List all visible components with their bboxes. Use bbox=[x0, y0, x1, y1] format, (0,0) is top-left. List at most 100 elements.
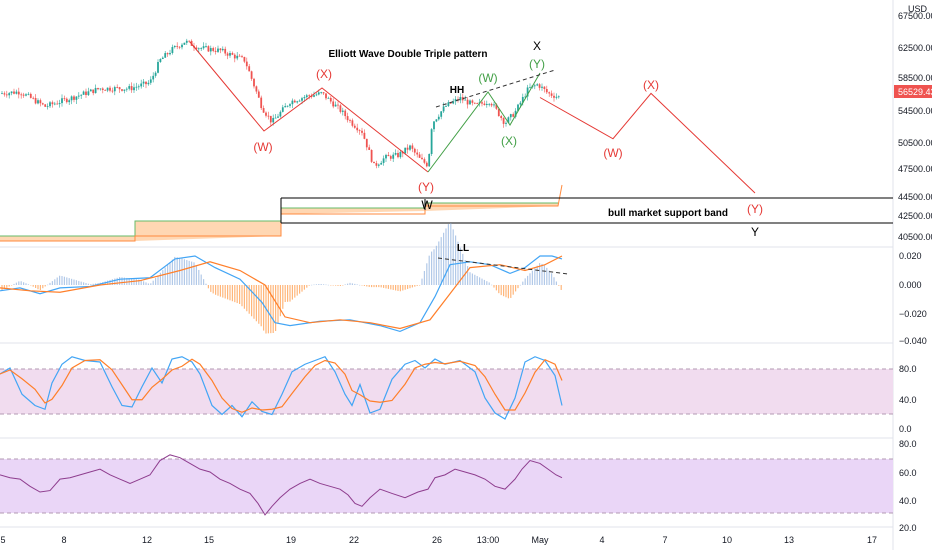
candle-body bbox=[296, 101, 299, 103]
candle-body bbox=[370, 149, 373, 162]
macd-histogram-bar bbox=[188, 260, 190, 285]
candle-body bbox=[92, 89, 95, 94]
macd-histogram-bar bbox=[344, 284, 346, 285]
band-label: bull market support band bbox=[608, 208, 728, 219]
macd-histogram-bar bbox=[229, 285, 231, 301]
candle-body bbox=[267, 115, 270, 117]
macd-histogram-bar bbox=[467, 266, 469, 285]
candle-body bbox=[459, 97, 462, 101]
macd-histogram-bar bbox=[210, 285, 212, 292]
macd-histogram-bar bbox=[150, 283, 152, 285]
macd-histogram-bar bbox=[181, 258, 183, 285]
macd-histogram-bar bbox=[555, 281, 557, 285]
macd-histogram-bar bbox=[423, 270, 425, 285]
macd-histogram-bar bbox=[193, 262, 195, 285]
candle-body bbox=[8, 93, 11, 96]
candle-body bbox=[200, 48, 203, 49]
macd-histogram-bar bbox=[313, 284, 315, 286]
candle-body bbox=[500, 116, 503, 119]
candle-body bbox=[442, 106, 445, 112]
candle-body bbox=[68, 100, 71, 103]
price-tick: 58500.00 bbox=[898, 73, 932, 83]
macd-histogram-bar bbox=[534, 268, 536, 285]
wave-label: (X) bbox=[643, 78, 659, 92]
candle-body bbox=[536, 84, 539, 86]
candle-body bbox=[416, 152, 419, 155]
time-tick: 13 bbox=[784, 535, 794, 545]
candle-body bbox=[545, 89, 548, 93]
candle-body bbox=[133, 87, 135, 91]
macd-histogram-bar bbox=[277, 285, 279, 324]
candle-body bbox=[229, 53, 231, 56]
macd-histogram-bar bbox=[251, 285, 253, 317]
wave-label: (Y) bbox=[529, 57, 545, 71]
candle-body bbox=[3, 93, 6, 95]
macd-histogram-bar bbox=[66, 277, 68, 285]
macd-histogram-bar bbox=[551, 273, 553, 285]
macd-histogram-bar bbox=[71, 278, 73, 285]
macd-histogram-bar bbox=[419, 285, 421, 286]
candle-body bbox=[29, 93, 32, 98]
macd-histogram-bar bbox=[239, 285, 241, 304]
macd-histogram-bar bbox=[258, 285, 260, 324]
candle-body bbox=[406, 147, 409, 150]
candle-body bbox=[490, 103, 493, 106]
candle-body bbox=[418, 154, 421, 158]
candle-body bbox=[425, 162, 428, 167]
macd-histogram-bar bbox=[320, 284, 322, 285]
candle-body bbox=[557, 96, 560, 98]
macd-histogram-bar bbox=[515, 285, 517, 292]
candle-body bbox=[125, 88, 128, 90]
candle-body bbox=[346, 116, 349, 121]
macd-histogram-bar bbox=[375, 285, 377, 288]
macd-histogram-bar bbox=[397, 285, 399, 291]
price-tick: 40500.00 bbox=[898, 232, 932, 242]
time-tick: 5 bbox=[0, 535, 5, 545]
rsi-line bbox=[0, 454, 563, 516]
candle-body bbox=[39, 100, 42, 104]
macd-histogram-bar bbox=[203, 279, 205, 285]
macd-histogram-bar bbox=[198, 269, 200, 285]
macd-histogram-bar bbox=[49, 282, 51, 285]
macd-histogram-bar bbox=[510, 285, 512, 298]
price-axis[interactable]: USD 67500.00 62500.00 58500.00 54500.00 … bbox=[894, 4, 932, 242]
macd-histogram-bar bbox=[126, 277, 128, 285]
stoch-panel bbox=[0, 356, 893, 420]
macd-histogram-bar bbox=[253, 285, 255, 319]
macd-histogram-bar bbox=[284, 285, 286, 302]
candle-body bbox=[73, 96, 75, 100]
candle-body bbox=[387, 154, 390, 157]
macd-histogram-bar bbox=[452, 229, 454, 285]
macd-histogram-bar bbox=[500, 285, 502, 296]
candle-body bbox=[397, 153, 399, 158]
rsi-axis[interactable]: 80.0 60.0 40.0 20.0 bbox=[899, 439, 917, 533]
candle-body bbox=[313, 95, 315, 97]
macd-histogram-bar bbox=[361, 285, 363, 286]
time-tick: 26 bbox=[432, 535, 442, 545]
rsi-tick: 80.0 bbox=[899, 439, 917, 449]
candle-body bbox=[274, 117, 277, 119]
macd-histogram-bar bbox=[167, 264, 169, 285]
candle-body bbox=[147, 82, 150, 85]
candle-body bbox=[262, 108, 265, 113]
candle-body bbox=[524, 96, 527, 98]
macd-histogram-bar bbox=[243, 285, 245, 309]
macd-tick: 0.020 bbox=[899, 251, 922, 261]
candle-body bbox=[361, 130, 363, 133]
candle-body bbox=[118, 87, 121, 90]
candle-body bbox=[265, 112, 267, 116]
candle-body bbox=[291, 100, 294, 105]
macd-axis[interactable]: 0.020 0.000 −0.020 −0.040 bbox=[899, 251, 927, 346]
macd-tick: −0.020 bbox=[899, 309, 927, 319]
candle-body bbox=[140, 83, 143, 87]
candle-body bbox=[298, 100, 301, 102]
macd-histogram-bar bbox=[363, 285, 365, 286]
red-wave-path bbox=[189, 41, 429, 173]
candle-body bbox=[505, 122, 507, 124]
stoch-axis[interactable]: 80.0 40.0 0.0 bbox=[899, 364, 917, 434]
candle-body bbox=[101, 88, 104, 90]
macd-histogram-bar bbox=[15, 282, 17, 285]
time-axis[interactable]: 5 8 12 15 19 22 26 13:00 May 4 7 10 13 1… bbox=[0, 535, 877, 545]
candle-body bbox=[255, 86, 258, 92]
candle-body bbox=[233, 54, 236, 59]
